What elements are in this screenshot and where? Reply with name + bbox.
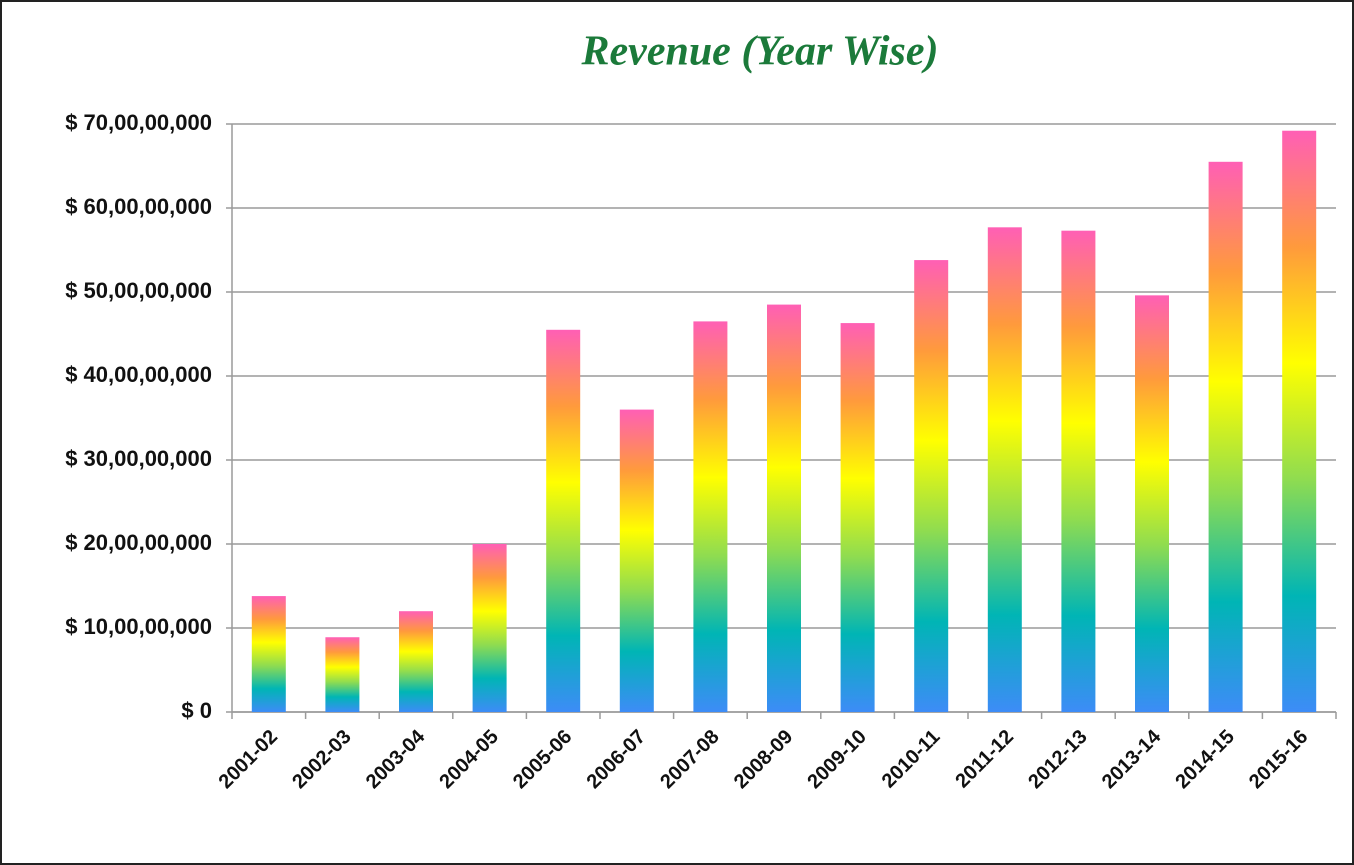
y-tick-label: $ 50,00,00,000 <box>65 278 212 303</box>
chart-title: Revenue (Year Wise) <box>581 29 939 75</box>
y-tick-label: $ 70,00,00,000 <box>65 110 212 135</box>
bar <box>399 611 433 712</box>
bar <box>914 260 949 712</box>
y-tick-label: $ 20,00,00,000 <box>65 530 212 555</box>
bar <box>1282 130 1317 713</box>
bar <box>1061 230 1096 712</box>
bar <box>767 304 801 712</box>
bar <box>619 409 654 712</box>
bar <box>472 544 507 712</box>
y-tick-label: $ 0 <box>181 698 212 723</box>
bar <box>546 329 581 712</box>
y-tick-label: $ 30,00,00,000 <box>65 446 212 471</box>
bar <box>840 323 875 712</box>
y-tick-label: $ 40,00,00,000 <box>65 362 212 387</box>
bar <box>1135 295 1169 712</box>
y-tick-label: $ 10,00,00,000 <box>65 614 212 639</box>
y-tick-label: $ 60,00,00,000 <box>65 194 212 219</box>
bar <box>693 321 728 712</box>
bar <box>325 637 360 712</box>
bar <box>1208 161 1243 713</box>
bar <box>987 227 1022 712</box>
bar <box>251 596 286 712</box>
